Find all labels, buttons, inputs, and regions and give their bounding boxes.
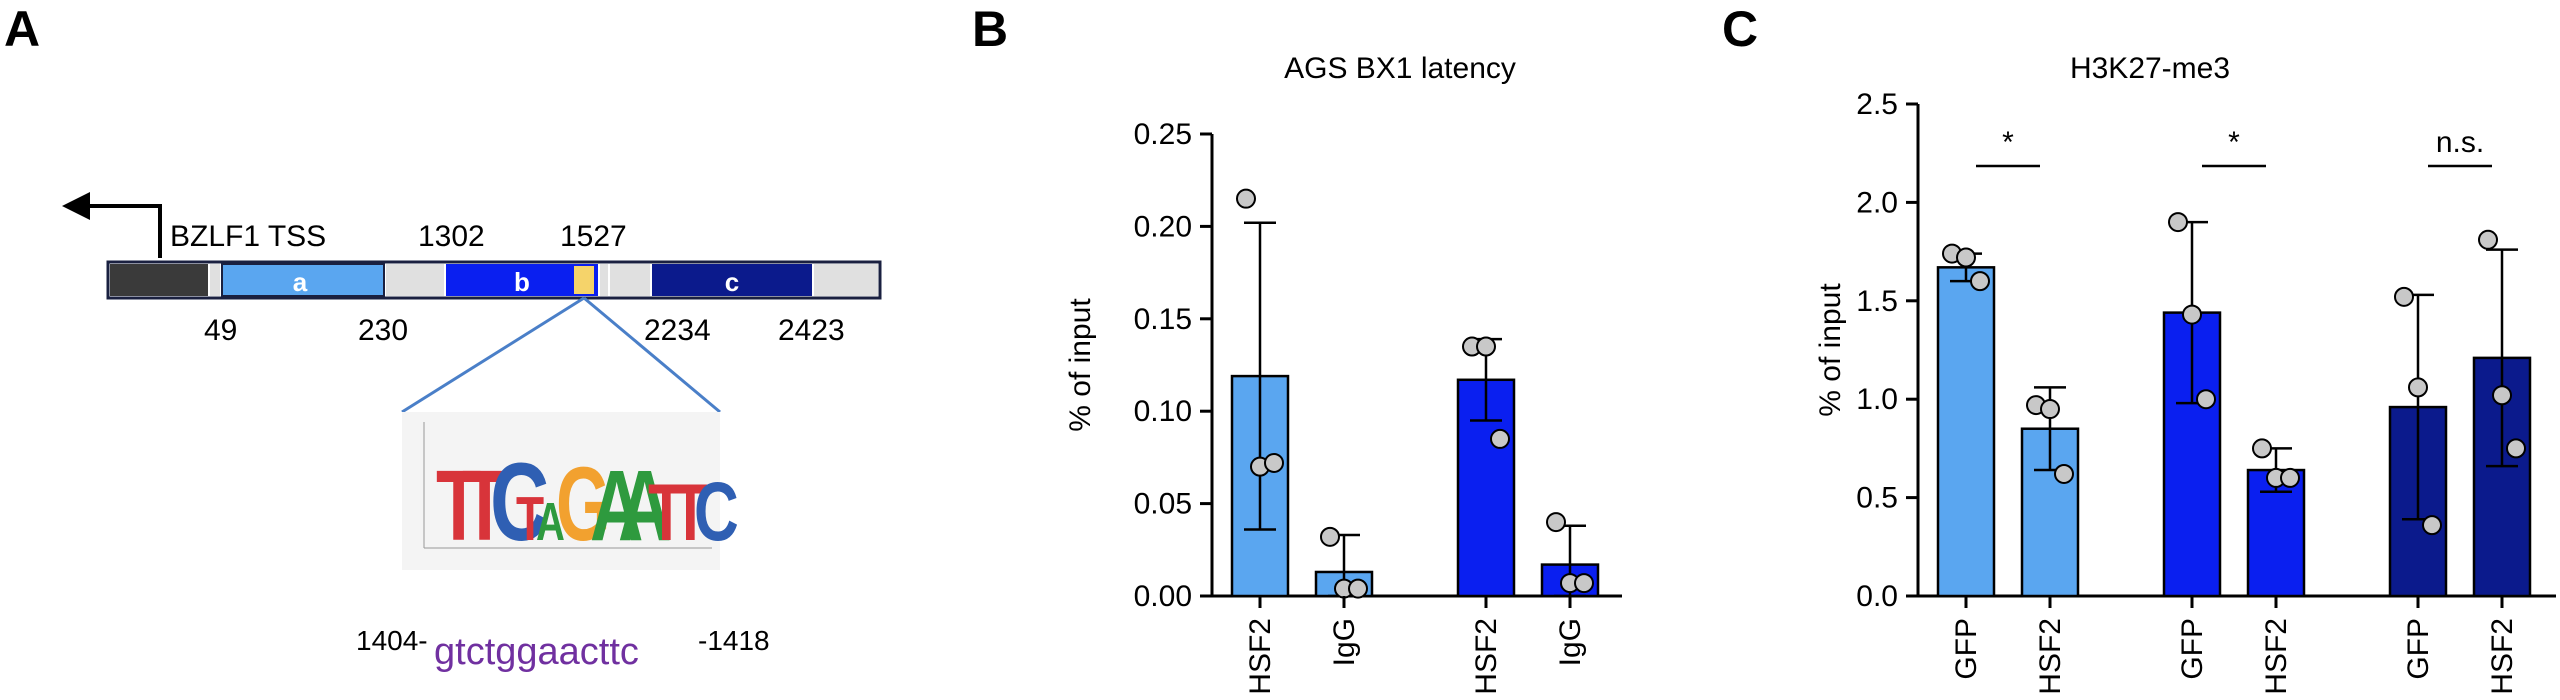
significance-label: * <box>2228 126 2240 159</box>
y-axis-label: % of input <box>1814 283 1847 417</box>
logo-letter: T <box>516 484 544 553</box>
panel-label: B <box>972 1 1008 57</box>
data-point <box>1236 188 1256 209</box>
y-tick-label: 0.5 <box>1856 482 1898 515</box>
region-b-label: b <box>514 267 530 297</box>
x-tick-label: HSF2 <box>2260 618 2293 695</box>
data-point <box>2182 304 2202 325</box>
logo-letter: C <box>490 440 549 564</box>
x-tick-label: IgG <box>1554 618 1587 666</box>
data-point <box>1574 573 1594 594</box>
x-tick-label: GFP <box>1950 618 1983 680</box>
logo-letter: T <box>648 467 685 558</box>
x-tick-label: GFP <box>2176 618 2209 680</box>
tss-arrow-line <box>88 204 162 258</box>
data-point <box>1546 512 1566 533</box>
data-point <box>1970 271 1990 292</box>
logo-letter: G <box>556 445 610 563</box>
y-tick-label: 0.10 <box>1134 395 1192 428</box>
data-point <box>2394 286 2414 307</box>
position-2423: 2423 <box>778 314 845 347</box>
position-1527: 1527 <box>560 220 627 253</box>
data-point <box>2054 463 2074 484</box>
y-tick-label: 0.25 <box>1134 118 1192 151</box>
chart-title: H3K27-me3 <box>2070 52 2230 85</box>
chart-b: B AGS BX1 latency % of input 0.00 0.05 0.10 0.… <box>972 1 1622 695</box>
y-axis-label: % of input <box>1064 298 1097 432</box>
sequence-text: gtctggaacttc <box>434 631 639 673</box>
x-tick-label: IgG <box>1328 618 1361 666</box>
data-point <box>2196 389 2216 410</box>
sequence-end: -1418 <box>698 625 770 656</box>
y-tick-label: 1.5 <box>1856 285 1898 318</box>
y-tick-label: 2.5 <box>1856 88 1898 121</box>
data-point <box>1956 247 1976 268</box>
x-tick-label: HSF2 <box>1470 618 1503 695</box>
region-c-label: c <box>725 267 739 297</box>
y-tick-label: 0.00 <box>1134 580 1192 613</box>
position-49: 49 <box>204 314 237 347</box>
chart-c: C H3K27-me3 % of input 0.0 0.5 1.0 1.5 2.0 2.5 GF… <box>1722 1 2556 695</box>
tss-label: BZLF1 TSS <box>170 220 326 253</box>
gene-bar: a b c <box>106 260 882 300</box>
tss-arrowhead-icon <box>62 192 90 220</box>
data-point <box>2408 377 2428 398</box>
y-tick-label: 2.0 <box>1856 186 1898 219</box>
zoom-line-left <box>401 296 585 414</box>
logo-letter: T <box>672 467 709 558</box>
data-point <box>2492 385 2512 406</box>
promoter-segment <box>110 264 208 296</box>
region-a <box>221 263 385 297</box>
data-point <box>1264 452 1284 473</box>
position-2234: 2234 <box>644 314 711 347</box>
y-tick-label: 1.0 <box>1856 383 1898 416</box>
logo-letter: A <box>618 449 671 562</box>
data-point <box>2040 399 2060 420</box>
logo-letter: T <box>462 449 507 562</box>
logo-letter: A <box>590 449 643 562</box>
region-a-label: a <box>293 267 308 297</box>
y-tick-label: 0.05 <box>1134 488 1192 521</box>
logo-letter: A <box>536 492 565 552</box>
bar <box>1936 266 1996 598</box>
data-point <box>2168 212 2188 233</box>
panel-a: A BZLF1 TSS 1302 1527 a b c 49 230 2234 … <box>4 1 882 673</box>
y-tick-label: 0.20 <box>1134 210 1192 243</box>
logo-letter: T <box>436 449 481 562</box>
data-point <box>2252 438 2272 459</box>
sequence-start: 1404- <box>356 625 428 656</box>
region-b <box>446 264 598 296</box>
position-230: 230 <box>358 314 408 347</box>
y-tick-label: 0.15 <box>1134 303 1192 336</box>
chart-title: AGS BX1 latency <box>1284 52 1516 85</box>
data-point <box>2280 467 2300 488</box>
significance-label: * <box>2002 126 2014 159</box>
x-tick-label: HSF2 <box>2486 618 2519 695</box>
data-point <box>2422 515 2442 536</box>
zoom-line-right <box>583 296 721 414</box>
y-tick-label: 0.0 <box>1856 580 1898 613</box>
data-point <box>1348 578 1368 599</box>
data-point <box>2506 438 2526 459</box>
panel-a-label: A <box>4 1 40 57</box>
motif-box <box>574 266 594 294</box>
x-tick-label: HSF2 <box>1244 618 1277 695</box>
data-point <box>1476 336 1496 357</box>
data-point <box>1490 428 1510 449</box>
x-tick-label: GFP <box>2402 618 2435 680</box>
significance-label: n.s. <box>2436 126 2484 159</box>
panel-label: C <box>1722 1 1758 57</box>
logo-letter: C <box>694 464 739 558</box>
x-tick-label: HSF2 <box>2034 618 2067 695</box>
position-1302: 1302 <box>418 220 485 253</box>
data-point <box>2478 229 2498 250</box>
region-c <box>652 264 812 296</box>
data-point <box>1320 526 1340 547</box>
